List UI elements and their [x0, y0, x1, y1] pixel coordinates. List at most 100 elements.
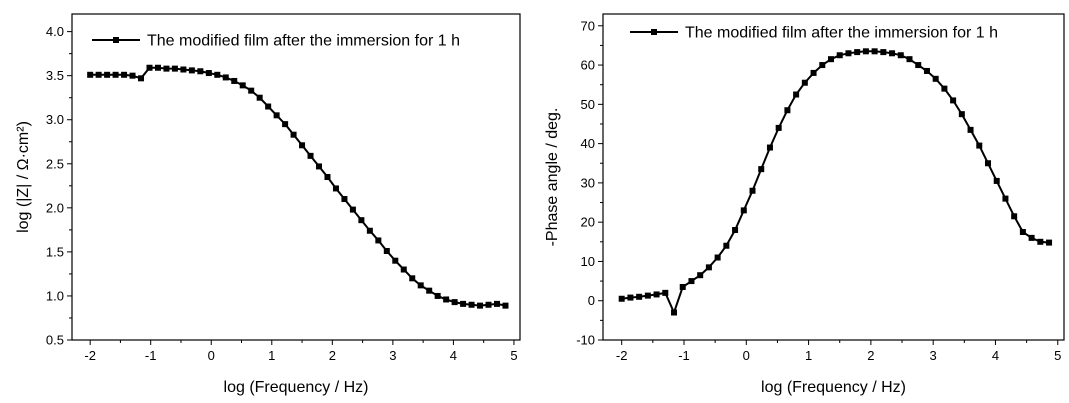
- data-point: [214, 71, 221, 78]
- data-point: [1046, 239, 1053, 246]
- data-point: [810, 69, 817, 76]
- data-point: [163, 65, 170, 72]
- data-point: [256, 94, 263, 101]
- y-tick-label: 4.0: [46, 24, 64, 39]
- y-tick-label: 40: [581, 136, 595, 151]
- data-point: [332, 185, 339, 192]
- data-point: [265, 103, 272, 110]
- data-point: [644, 292, 651, 299]
- data-point: [801, 79, 808, 86]
- legend-label: The modified film after the immersion fo…: [685, 25, 998, 42]
- x-tick-label: 3: [930, 348, 937, 363]
- data-point: [993, 177, 1000, 184]
- data-point: [880, 49, 887, 56]
- data-point: [828, 56, 835, 63]
- x-tick-label: 5: [510, 348, 517, 363]
- y-tick-label: 3.5: [46, 68, 64, 83]
- data-point: [950, 97, 957, 104]
- data-point: [618, 295, 625, 302]
- data-point: [662, 289, 669, 296]
- data-point: [375, 237, 382, 244]
- chart-1: -2 -1 0 1 2 3 4 5 0.5 1.0 1.5 2.0 2.5 3.0 3.5 4.0 log (F…: [15, 13, 521, 396]
- x-tick-label: -1: [678, 348, 690, 363]
- legend-marker: [651, 29, 657, 35]
- data-point: [468, 301, 475, 308]
- y-tick-label: 70: [581, 18, 595, 33]
- x-tick-label: 2: [867, 348, 874, 363]
- data-point: [485, 301, 492, 308]
- data-point: [349, 206, 356, 213]
- data-point: [871, 48, 878, 55]
- data-point: [1019, 228, 1026, 235]
- data-point: [984, 160, 991, 167]
- y-tick-label: 0: [588, 293, 595, 308]
- y-tick-label: 20: [581, 215, 595, 230]
- x-tick-label: 2: [329, 348, 336, 363]
- data-point: [976, 142, 983, 149]
- data-point: [732, 227, 739, 234]
- data-point: [366, 227, 373, 234]
- y-axis-label: -Phase angle / deg.: [544, 108, 561, 247]
- data-point: [854, 49, 861, 56]
- data-point: [636, 293, 643, 300]
- data-point: [434, 292, 441, 299]
- data-point: [87, 71, 94, 78]
- data-point: [758, 166, 765, 173]
- data-point: [740, 207, 747, 214]
- y-tick-label: 1.5: [46, 244, 64, 259]
- data-point: [460, 300, 467, 307]
- data-point: [171, 65, 178, 72]
- data-point: [862, 48, 869, 55]
- data-point: [129, 72, 136, 79]
- data-point: [205, 70, 212, 77]
- data-point: [906, 56, 913, 63]
- x-axis-label: log (Frequency / Hz): [761, 379, 906, 396]
- data-point: [1028, 234, 1035, 241]
- data-point: [784, 107, 791, 114]
- data-point: [417, 282, 424, 289]
- data-point: [897, 52, 904, 59]
- y-tick-label: 1.0: [46, 288, 64, 303]
- data-point: [358, 217, 365, 224]
- data-point: [248, 87, 255, 94]
- data-point: [112, 71, 119, 78]
- x-axis-label: log (Frequency / Hz): [224, 379, 369, 396]
- data-point: [392, 257, 399, 264]
- data-point: [324, 174, 331, 180]
- data-point: [316, 163, 323, 170]
- data-point: [688, 278, 695, 285]
- x-tick-label: 1: [268, 348, 275, 363]
- data-point: [845, 50, 852, 57]
- x-tick-label: -2: [84, 348, 96, 363]
- data-point: [653, 291, 660, 298]
- data-point: [819, 62, 826, 69]
- data-point: [222, 74, 229, 81]
- data-point: [697, 272, 704, 279]
- data-point: [197, 68, 204, 75]
- plot-frame: [602, 13, 1065, 341]
- data-point: [341, 196, 348, 203]
- data-point: [231, 77, 238, 84]
- legend-marker: [113, 37, 119, 43]
- data-point: [451, 299, 458, 306]
- data-point: [104, 71, 111, 78]
- data-point: [1011, 213, 1018, 220]
- data-point: [290, 131, 297, 138]
- x-tick-label: 3: [389, 348, 396, 363]
- x-tick-label: -2: [616, 348, 628, 363]
- data-point: [923, 67, 930, 74]
- data-point: [749, 187, 756, 194]
- data-point: [502, 302, 509, 309]
- data-point: [915, 62, 922, 69]
- data-point: [307, 152, 314, 159]
- data-point: [889, 50, 896, 57]
- data-point: [239, 82, 246, 89]
- x-tick-label: 5: [1054, 348, 1061, 363]
- data-point: [671, 309, 678, 316]
- y-tick-label: 2.5: [46, 156, 64, 171]
- data-point: [705, 264, 712, 271]
- plot-frame: [71, 13, 521, 341]
- series-line: [621, 50, 1050, 316]
- data-point: [299, 142, 306, 149]
